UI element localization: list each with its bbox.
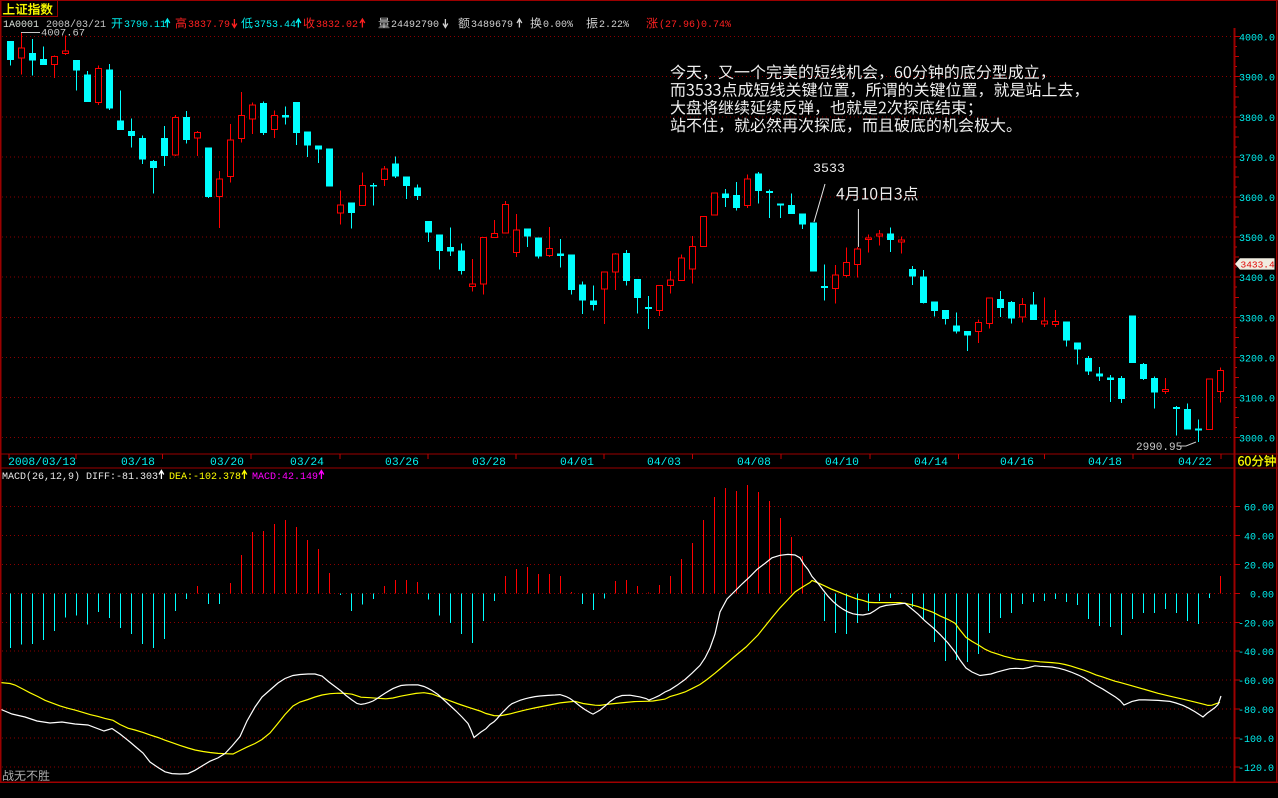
svg-text:3433.4: 3433.4 <box>1241 260 1276 271</box>
svg-text:2008/03/21: 2008/03/21 <box>46 19 106 31</box>
svg-text:3000.0: 3000.0 <box>1239 435 1275 446</box>
svg-text:03/20: 03/20 <box>210 457 244 469</box>
svg-text:3900.0: 3900.0 <box>1239 74 1275 85</box>
svg-text:3753.44: 3753.44 <box>254 20 296 31</box>
svg-text:04/10: 04/10 <box>825 457 859 469</box>
svg-text:3100.0: 3100.0 <box>1239 395 1275 406</box>
svg-text:2.22%: 2.22% <box>599 20 629 31</box>
svg-text:4000.0: 4000.0 <box>1239 34 1275 45</box>
svg-text:3837.79: 3837.79 <box>188 20 230 31</box>
svg-text:4007.67: 4007.67 <box>41 28 85 40</box>
svg-text:-100.0: -100.0 <box>1238 735 1274 746</box>
svg-text:03/26: 03/26 <box>385 457 419 469</box>
svg-text:03/18: 03/18 <box>121 457 155 469</box>
svg-text:3700.0: 3700.0 <box>1239 154 1275 165</box>
svg-text:-20.00: -20.00 <box>1238 619 1274 630</box>
svg-text:2008/03/13: 2008/03/13 <box>8 457 76 469</box>
svg-text:3400.0: 3400.0 <box>1239 274 1275 285</box>
svg-text:MACD(26,12,9) DIFF:-81.303: MACD(26,12,9) DIFF:-81.303 <box>2 471 158 483</box>
svg-text:3790.11: 3790.11 <box>124 20 166 31</box>
svg-text:04/03: 04/03 <box>647 457 681 469</box>
svg-text:03/28: 03/28 <box>472 457 506 469</box>
svg-text:MACD:42.149: MACD:42.149 <box>252 472 318 483</box>
svg-text:-40.00: -40.00 <box>1238 648 1274 659</box>
svg-text:04/14: 04/14 <box>914 457 948 469</box>
svg-text:3533: 3533 <box>813 161 845 176</box>
svg-text:3500.0: 3500.0 <box>1239 234 1275 245</box>
svg-text:3489679: 3489679 <box>471 20 513 31</box>
svg-text:04/18: 04/18 <box>1088 457 1122 469</box>
svg-text:04/16: 04/16 <box>1000 457 1034 469</box>
svg-text:3300.0: 3300.0 <box>1239 314 1275 325</box>
svg-text:-120.0: -120.0 <box>1238 764 1274 775</box>
svg-text:0.00: 0.00 <box>1250 590 1274 601</box>
svg-text:-80.00: -80.00 <box>1238 706 1274 717</box>
svg-text:3600.0: 3600.0 <box>1239 194 1275 205</box>
svg-text:03/24: 03/24 <box>290 457 324 469</box>
svg-text:04/08: 04/08 <box>737 457 771 469</box>
svg-text:DEA:-102.378: DEA:-102.378 <box>169 472 241 483</box>
svg-text:0.00%: 0.00% <box>543 20 573 31</box>
svg-text:3832.02: 3832.02 <box>316 20 358 31</box>
svg-text:20.00: 20.00 <box>1244 561 1274 572</box>
svg-text:04/01: 04/01 <box>560 457 594 469</box>
svg-text:04/22: 04/22 <box>1178 457 1212 469</box>
svg-text:-60.00: -60.00 <box>1238 677 1274 688</box>
svg-text:60.00: 60.00 <box>1244 504 1274 515</box>
svg-text:(27.96)0.74%: (27.96)0.74% <box>659 19 731 31</box>
svg-text:3800.0: 3800.0 <box>1239 114 1275 125</box>
svg-text:2990.95: 2990.95 <box>1136 442 1182 454</box>
svg-text:24492790: 24492790 <box>391 20 439 31</box>
svg-text:40.00: 40.00 <box>1244 533 1274 544</box>
svg-text:3200.0: 3200.0 <box>1239 354 1275 365</box>
svg-text:1A0001: 1A0001 <box>3 20 39 31</box>
